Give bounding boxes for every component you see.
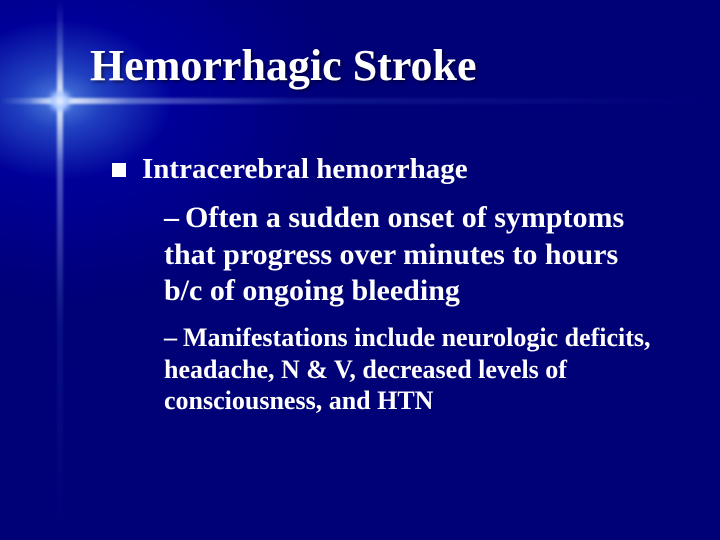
slide-container: Hemorrhagic Stroke Intracerebral hemorrh… — [0, 0, 720, 540]
slide-title: Hemorrhagic Stroke — [90, 40, 660, 91]
dash-icon: – — [164, 201, 179, 234]
bullet-level1-text: Intracerebral hemorrhage — [142, 153, 468, 186]
bullet-level2-content: Manifestations include neurologic defici… — [164, 323, 651, 415]
square-bullet-icon — [112, 163, 126, 177]
bullet-level2-text: –Often a sudden onset of symptoms that p… — [164, 200, 660, 310]
bullet-level2: –Manifestations include neurologic defic… — [164, 322, 660, 417]
bullet-level1: Intracerebral hemorrhage — [112, 153, 660, 186]
bullet-level2-content: Often a sudden onset of symptoms that pr… — [164, 201, 624, 307]
bullet-level2: –Often a sudden onset of symptoms that p… — [164, 200, 660, 310]
bullet-level2-text: –Manifestations include neurologic defic… — [164, 322, 660, 417]
dash-icon: – — [164, 323, 177, 352]
